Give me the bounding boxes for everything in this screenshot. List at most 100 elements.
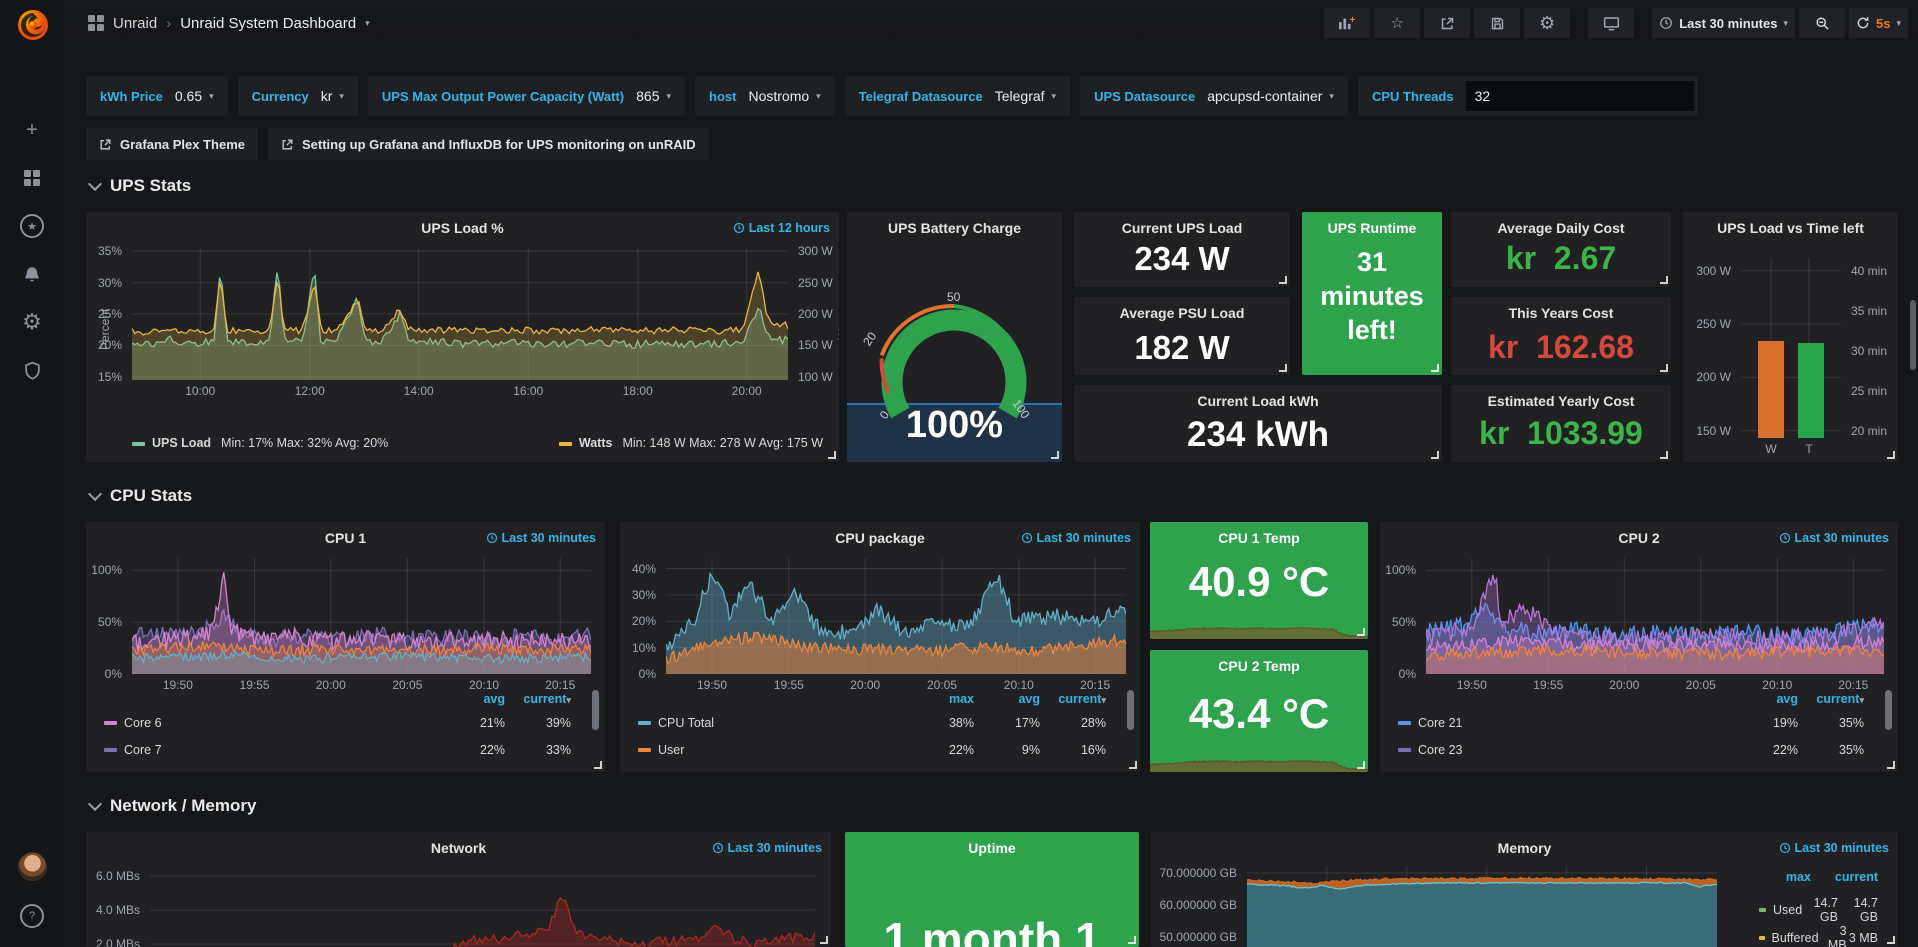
legend-col[interactable]: avg bbox=[483, 692, 505, 706]
help-icon[interactable]: ? bbox=[0, 896, 64, 936]
time-range-picker[interactable]: Last 30 minutes ▾ bbox=[1652, 8, 1795, 38]
axis-tick: 50% bbox=[97, 615, 122, 630]
legend-stats: Min: 17% Max: 32% Avg: 20% bbox=[221, 436, 389, 450]
panel-title[interactable]: CPU 2 bbox=[1618, 530, 1660, 546]
panel-title[interactable]: UPS Runtime bbox=[1327, 220, 1417, 236]
section-ups-stats[interactable]: UPS Stats bbox=[87, 176, 191, 196]
breadcrumb-folder[interactable]: Unraid bbox=[113, 14, 158, 32]
time-range-badge[interactable]: Last 30 minutes bbox=[1779, 841, 1889, 855]
page-scrollbar[interactable] bbox=[1910, 300, 1916, 370]
axis-tick: 250 W bbox=[1696, 317, 1731, 332]
axis-tick: 20:00 bbox=[315, 678, 346, 692]
legend-col[interactable]: max bbox=[948, 692, 974, 706]
legend-col[interactable]: current▾ bbox=[1058, 692, 1106, 706]
breadcrumb-dashboard-title[interactable]: Unraid System Dashboard bbox=[180, 14, 357, 32]
legend-scrollbar[interactable] bbox=[1127, 690, 1134, 730]
legend-series-name[interactable]: Watts bbox=[578, 436, 613, 450]
panel-cpu1-temp: CPU 1 Temp 40.9 °C bbox=[1150, 522, 1368, 639]
panel-title[interactable]: CPU package bbox=[835, 530, 925, 546]
add-icon[interactable]: + bbox=[26, 118, 38, 141]
legend-series-name[interactable]: User bbox=[658, 743, 685, 757]
refresh-icon[interactable] bbox=[1856, 16, 1870, 30]
share-dashboard-button[interactable] bbox=[1424, 8, 1471, 38]
panel-title[interactable]: CPU 1 bbox=[324, 530, 367, 546]
star-dashboard-button[interactable]: ☆ bbox=[1374, 8, 1421, 38]
cpu-threads-input[interactable]: 32 bbox=[1465, 81, 1694, 111]
panel-title[interactable]: UPS Load % bbox=[421, 220, 504, 236]
dashboard-grid-icon[interactable] bbox=[88, 15, 104, 31]
panel-title[interactable]: Uptime bbox=[968, 840, 1016, 856]
time-range-badge[interactable]: Last 30 minutes bbox=[1779, 531, 1889, 545]
chart-series-line bbox=[666, 571, 1126, 651]
legend-series-name[interactable]: Core 23 bbox=[1418, 743, 1463, 757]
stat-value: 40.9 °C bbox=[1188, 558, 1330, 605]
panel-ups-load-vs-time-left: UPS Load vs Time left 300 W 250 W 200 W 150… bbox=[1683, 212, 1898, 462]
variable-ups-max-output: UPS Max Output Power Capacity (Watt) 865… bbox=[367, 76, 686, 116]
link-grafana-plex-theme[interactable]: Grafana Plex Theme bbox=[86, 128, 258, 160]
legend-series-name[interactable]: CPU Total bbox=[658, 716, 715, 730]
time-range-badge[interactable]: Last 30 minutes bbox=[486, 531, 596, 545]
panel-title[interactable]: Average PSU Load bbox=[1119, 305, 1245, 321]
add-panel-button[interactable]: + bbox=[1324, 8, 1371, 38]
save-dashboard-button[interactable] bbox=[1474, 8, 1521, 38]
panel-title[interactable]: Current Load kWh bbox=[1197, 393, 1319, 409]
explore-icon[interactable]: ★ bbox=[0, 206, 64, 246]
refresh-caret-icon[interactable]: ▾ bbox=[1896, 17, 1901, 28]
panel-title[interactable]: This Years Cost bbox=[1508, 305, 1614, 321]
chart-plot-area[interactable]: 6.0 MBs 4.0 MBs 2.0 MBs bbox=[96, 866, 815, 947]
section-cpu-stats[interactable]: CPU Stats bbox=[87, 486, 192, 506]
panel-title[interactable]: Average Daily Cost bbox=[1497, 220, 1625, 236]
chart-plot-area[interactable]: 35% 30% 25% 20% 15% 300 W 250 W 200 W 150 W 100 … bbox=[98, 244, 833, 398]
breadcrumb-separator-icon: › bbox=[166, 14, 172, 32]
time-range-badge[interactable]: Last 30 minutes bbox=[1021, 531, 1131, 545]
chart-plot-area[interactable]: 100% 50% 0% 19:50 19:55 20:00 20:05 20:10 20:15 bbox=[1385, 558, 1884, 692]
legend-header: avg current▾ bbox=[1398, 692, 1864, 706]
zoom-out-time-button[interactable] bbox=[1799, 8, 1845, 38]
stat-sparkline bbox=[1150, 759, 1368, 772]
legend-col[interactable]: max bbox=[1785, 870, 1811, 884]
cycle-view-mode-button[interactable] bbox=[1588, 8, 1635, 38]
legend-series-name[interactable]: Core 7 bbox=[124, 743, 162, 757]
settings-gear-icon[interactable]: ⚙ bbox=[22, 309, 42, 334]
time-range-badge[interactable]: Last 30 minutes bbox=[712, 841, 822, 855]
shield-icon[interactable] bbox=[0, 350, 64, 390]
legend-col[interactable]: avg bbox=[1018, 692, 1040, 706]
panel-title[interactable]: Estimated Yearly Cost bbox=[1487, 393, 1635, 409]
legend-scrollbar[interactable] bbox=[1885, 690, 1892, 730]
legend-series-name[interactable]: UPS Load bbox=[152, 436, 212, 450]
chart-plot-area[interactable]: 70.000000 GB 60.000000 GB 50.000000 GB bbox=[1160, 866, 1717, 947]
panel-title[interactable]: Memory bbox=[1497, 840, 1552, 856]
legend-series-name[interactable]: Core 21 bbox=[1418, 716, 1463, 730]
chart-series-line bbox=[132, 639, 591, 659]
legend-series-name[interactable]: Core 6 bbox=[124, 716, 162, 730]
panel-title[interactable]: CPU 2 Temp bbox=[1218, 658, 1300, 674]
axis-tick: 18:00 bbox=[622, 384, 653, 398]
refresh-interval-label[interactable]: 5s bbox=[1876, 15, 1891, 31]
legend-col[interactable]: avg bbox=[1776, 692, 1798, 706]
dashboards-icon[interactable] bbox=[0, 158, 64, 198]
dashboard-settings-gear-button[interactable]: ⚙ bbox=[1524, 8, 1571, 38]
section-network-memory[interactable]: Network / Memory bbox=[87, 796, 256, 816]
alerting-bell-icon[interactable] bbox=[0, 254, 64, 294]
chart-plot-area[interactable]: 100% 50% 0% 19:50 19:55 20:00 20:05 20:10 20:15 bbox=[91, 558, 591, 692]
link-ups-monitoring-guide[interactable]: Setting up Grafana and InfluxDB for UPS … bbox=[268, 128, 709, 160]
grafana-logo[interactable] bbox=[14, 6, 52, 44]
panel-title[interactable]: Current UPS Load bbox=[1121, 220, 1243, 236]
user-avatar[interactable] bbox=[0, 846, 64, 886]
legend-col[interactable]: current bbox=[1834, 870, 1878, 884]
chart-plot-area[interactable]: 40% 30% 20% 10% 0% 19:50 19:55 20:00 20:05 20:10… bbox=[632, 558, 1126, 692]
panel-title[interactable]: UPS Battery Charge bbox=[887, 220, 1022, 236]
legend-series-name[interactable]: Used bbox=[1773, 903, 1803, 917]
panel-title[interactable]: UPS Load vs Time left bbox=[1717, 220, 1864, 236]
panel-title[interactable]: Network bbox=[430, 840, 487, 856]
panel-title[interactable]: CPU 1 Temp bbox=[1218, 530, 1300, 546]
legend-series-name[interactable]: Buffered bbox=[1771, 931, 1819, 945]
dashboard-caret-icon[interactable]: ▾ bbox=[365, 17, 370, 28]
time-range-badge[interactable]: Last 12 hours bbox=[733, 221, 830, 235]
stat-value: 31 minutes left! bbox=[1320, 247, 1424, 345]
legend-scrollbar[interactable] bbox=[592, 690, 599, 730]
axis-tick: 100% bbox=[1385, 563, 1416, 578]
legend-col[interactable]: current▾ bbox=[523, 692, 571, 706]
axis-tick: 20:15 bbox=[545, 678, 576, 692]
legend-col[interactable]: current▾ bbox=[1816, 692, 1864, 706]
